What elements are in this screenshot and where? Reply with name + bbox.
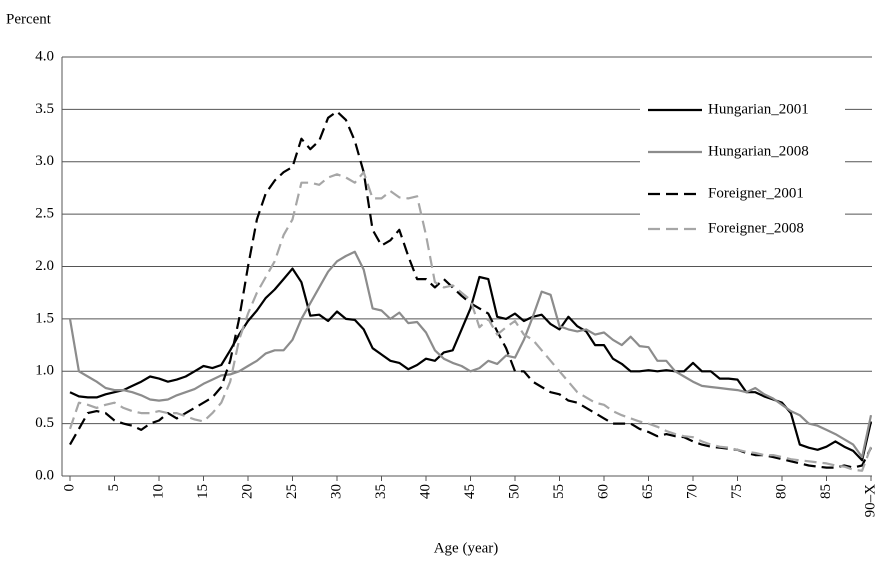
y-tick-label: 1.5 [35,310,54,326]
series-line [68,250,873,459]
series-line [68,171,873,472]
legend-label: Foreigner_2008 [708,220,804,236]
y-tick-label: 0.0 [35,467,54,483]
legend-box [640,90,845,248]
legend-label: Hungarian_2001 [708,101,809,117]
x-tick-label: 35 [373,484,389,499]
x-tick-label: 70 [684,484,700,499]
legend-label: Foreigner_2001 [708,185,804,201]
x-tick-label: 5 [106,484,122,492]
x-tick-label: 55 [551,484,567,499]
x-tick-label: 0 [61,484,77,492]
x-tick-label: 45 [462,484,478,499]
y-tick-label: 2.0 [35,258,54,274]
y-tick-label: 1.0 [35,363,54,379]
y-tick-label: 3.5 [35,101,54,117]
series-line [69,267,873,462]
legend-label: Hungarian_2008 [708,143,809,159]
y-axis-label: Percent [6,11,52,27]
x-axis-label: Age (year) [434,540,499,556]
x-tick-label: 10 [150,484,166,499]
y-tick-label: 3.0 [35,153,54,169]
x-tick-label: 80 [773,484,789,499]
x-tick-label: 25 [284,484,300,499]
y-tick-label: 2.5 [35,206,54,222]
x-tick-label: 15 [195,484,211,499]
x-tick-label: 60 [595,484,611,499]
x-tick-label: 20 [239,484,255,499]
x-tick-label: 85 [818,484,834,499]
x-tick-label: 40 [417,484,433,499]
x-tick-label: 90–X [862,484,876,518]
x-tick-label: 50 [506,484,522,499]
x-tick-label: 65 [640,484,656,499]
y-tick-label: 4.0 [35,48,54,64]
y-tick-label: 0.5 [35,415,54,431]
x-tick-label: 75 [729,484,745,499]
x-tick-label: 30 [328,484,344,499]
